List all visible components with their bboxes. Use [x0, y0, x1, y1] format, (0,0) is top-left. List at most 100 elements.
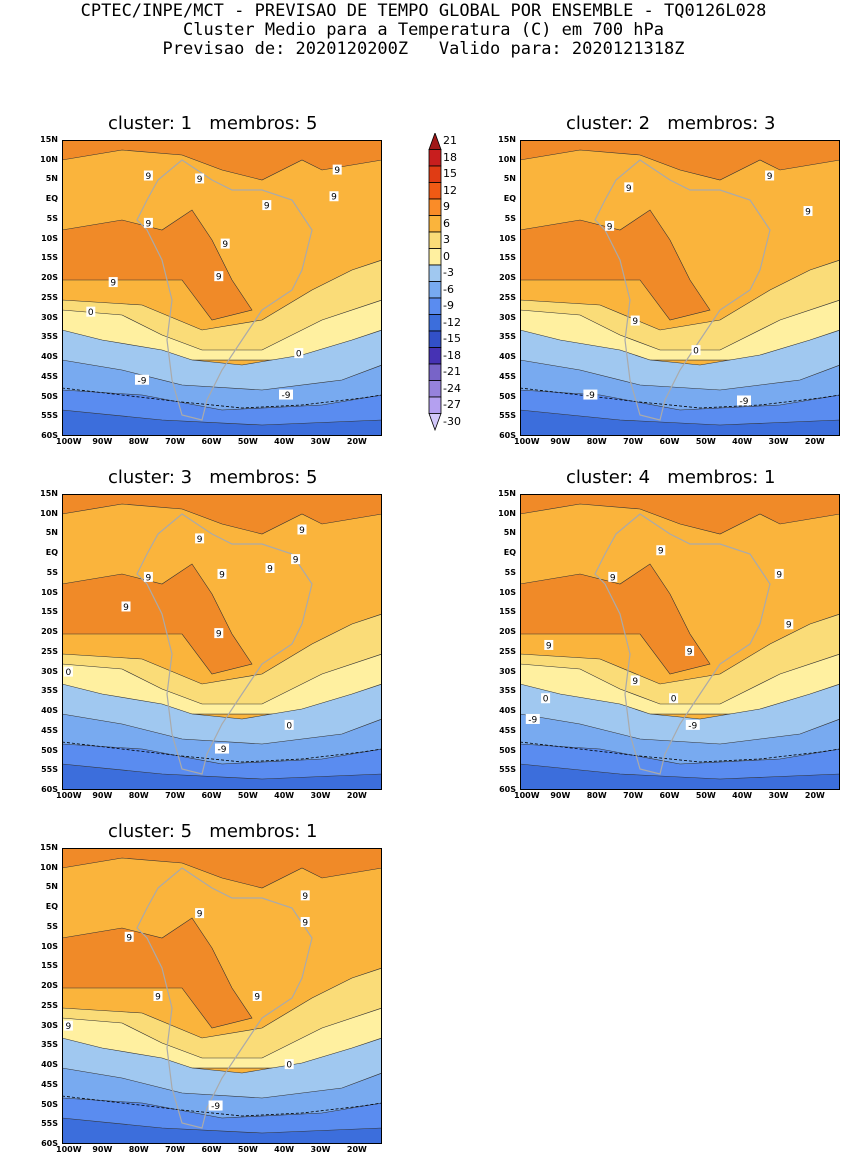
- coastline: [136, 159, 313, 421]
- lat-tick-label: 10N: [498, 154, 516, 164]
- lat-tick-label: 55S: [41, 1119, 58, 1129]
- svg-text:9: 9: [607, 222, 613, 232]
- colorbar-level-label: 15: [443, 167, 457, 181]
- contour-label: -9: [737, 395, 751, 407]
- svg-text:9: 9: [197, 910, 203, 920]
- lat-tick-label: 60S: [499, 785, 516, 794]
- colorbar-level-label: 18: [443, 150, 457, 164]
- contour-label: 9: [252, 991, 262, 1003]
- contour-label: 9: [124, 931, 134, 943]
- colorbar-swatches: [428, 133, 442, 432]
- contour-label: 9: [630, 315, 640, 327]
- colorbar-swatch: [428, 231, 442, 249]
- contour-label: 0: [284, 719, 294, 731]
- lat-tick-label: 40S: [41, 1060, 58, 1070]
- lat-tick-label: 5S: [46, 213, 58, 223]
- lon-tick-label: 100W: [56, 1145, 82, 1154]
- svg-text:9: 9: [146, 172, 152, 182]
- lat-tick-label: EQ: [503, 548, 516, 558]
- colorbar-level-label: -30: [443, 414, 461, 428]
- lat-tick-label: 25S: [499, 292, 516, 302]
- lat-tick-label: 60S: [41, 1139, 58, 1148]
- colorbar-swatch: [428, 149, 442, 167]
- svg-text:9: 9: [331, 193, 337, 203]
- svg-text:9: 9: [146, 573, 152, 583]
- contour-label: 9: [214, 628, 224, 640]
- contour-label: 0: [541, 693, 551, 705]
- lon-tick-label: 70W: [165, 791, 186, 800]
- lon-tick-label: 50W: [237, 1145, 258, 1154]
- lon-tick-label: 60W: [201, 791, 222, 800]
- lat-tick-label: 15S: [499, 253, 516, 263]
- lat-tick-label: 50S: [41, 391, 58, 401]
- contour-label: 9: [297, 524, 307, 536]
- lon-tick-label: 40W: [732, 437, 753, 446]
- contour-label: 9: [774, 568, 784, 580]
- contour-label: 9: [108, 277, 118, 289]
- lat-tick-label: 15N: [40, 843, 58, 852]
- lon-tick-label: 100W: [56, 791, 82, 800]
- lat-tick-label: EQ: [45, 548, 58, 558]
- lat-tick-label: 55S: [499, 411, 516, 421]
- lat-tick-label: 10S: [499, 587, 516, 597]
- colorbar-level-label: -12: [443, 315, 461, 329]
- contour-label: 9: [329, 191, 339, 203]
- contour-label: 9: [220, 238, 230, 250]
- lat-tick-label: EQ: [503, 194, 516, 204]
- lon-tick-label: 70W: [623, 791, 644, 800]
- colorbar-swatch: [428, 314, 442, 332]
- contour-label: 0: [294, 348, 304, 360]
- svg-text:9: 9: [302, 919, 308, 929]
- contour-label: 9: [784, 619, 794, 631]
- lat-tick-label: 10N: [40, 154, 58, 164]
- lon-tick-label: 20W: [346, 791, 367, 800]
- lat-tick-label: 60S: [499, 431, 516, 440]
- contour-label: 9: [195, 908, 205, 920]
- lat-tick-label: 30S: [41, 666, 58, 676]
- lat-tick-label: 30S: [499, 666, 516, 676]
- lat-tick-label: 20S: [41, 627, 58, 637]
- colorbar-swatch: [428, 198, 442, 216]
- lon-tick-label: 90W: [92, 791, 113, 800]
- contour-label: 9: [624, 182, 634, 194]
- contour-label: 9: [300, 890, 310, 902]
- contour-fill: [62, 409, 382, 436]
- lat-tick-label: 25S: [41, 646, 58, 656]
- lon-tick-label: 50W: [237, 437, 258, 446]
- colorbar-swatch: [428, 330, 442, 348]
- lon-tick-label: 30W: [310, 1145, 331, 1154]
- svg-text:9: 9: [626, 184, 632, 194]
- svg-text:9: 9: [786, 621, 792, 631]
- lon-tick-label: 100W: [56, 437, 82, 446]
- dashed-contour: [520, 741, 840, 763]
- svg-text:9: 9: [610, 573, 616, 583]
- dashed-contour: [62, 387, 382, 409]
- lat-tick-label: 15S: [41, 961, 58, 971]
- svg-text:9: 9: [222, 240, 228, 250]
- lon-tick-label: 80W: [586, 437, 607, 446]
- svg-text:9: 9: [155, 993, 161, 1003]
- lat-tick-label: 40S: [499, 706, 516, 716]
- lat-tick-label: 5N: [45, 174, 58, 184]
- lon-tick-label: 60W: [201, 437, 222, 446]
- lat-tick-label: EQ: [45, 194, 58, 204]
- svg-text:9: 9: [267, 565, 273, 575]
- svg-text:0: 0: [88, 308, 94, 318]
- contour-label: 0: [86, 306, 96, 318]
- lon-tick-label: 60W: [659, 437, 680, 446]
- svg-text:9: 9: [197, 175, 203, 185]
- lon-tick-label: 30W: [310, 437, 331, 446]
- lon-tick-label: 40W: [274, 437, 295, 446]
- temperature-map-1: 9 9 9 9 9 9 9 9 9 0 0 -9 -9: [62, 140, 382, 436]
- contour-fill: [62, 563, 253, 675]
- lon-tick-label: 30W: [768, 791, 789, 800]
- lat-tick-label: 10N: [498, 508, 516, 518]
- svg-text:9: 9: [632, 677, 638, 687]
- lon-tick-label: 40W: [274, 1145, 295, 1154]
- lon-tick-label: 30W: [768, 437, 789, 446]
- svg-text:9: 9: [632, 317, 638, 327]
- lat-tick-label: 20S: [499, 627, 516, 637]
- header-line-1: CPTEC/INPE/MCT - PREVISAO DE TEMPO GLOBA…: [80, 1, 767, 21]
- contour-fill: [62, 917, 253, 1029]
